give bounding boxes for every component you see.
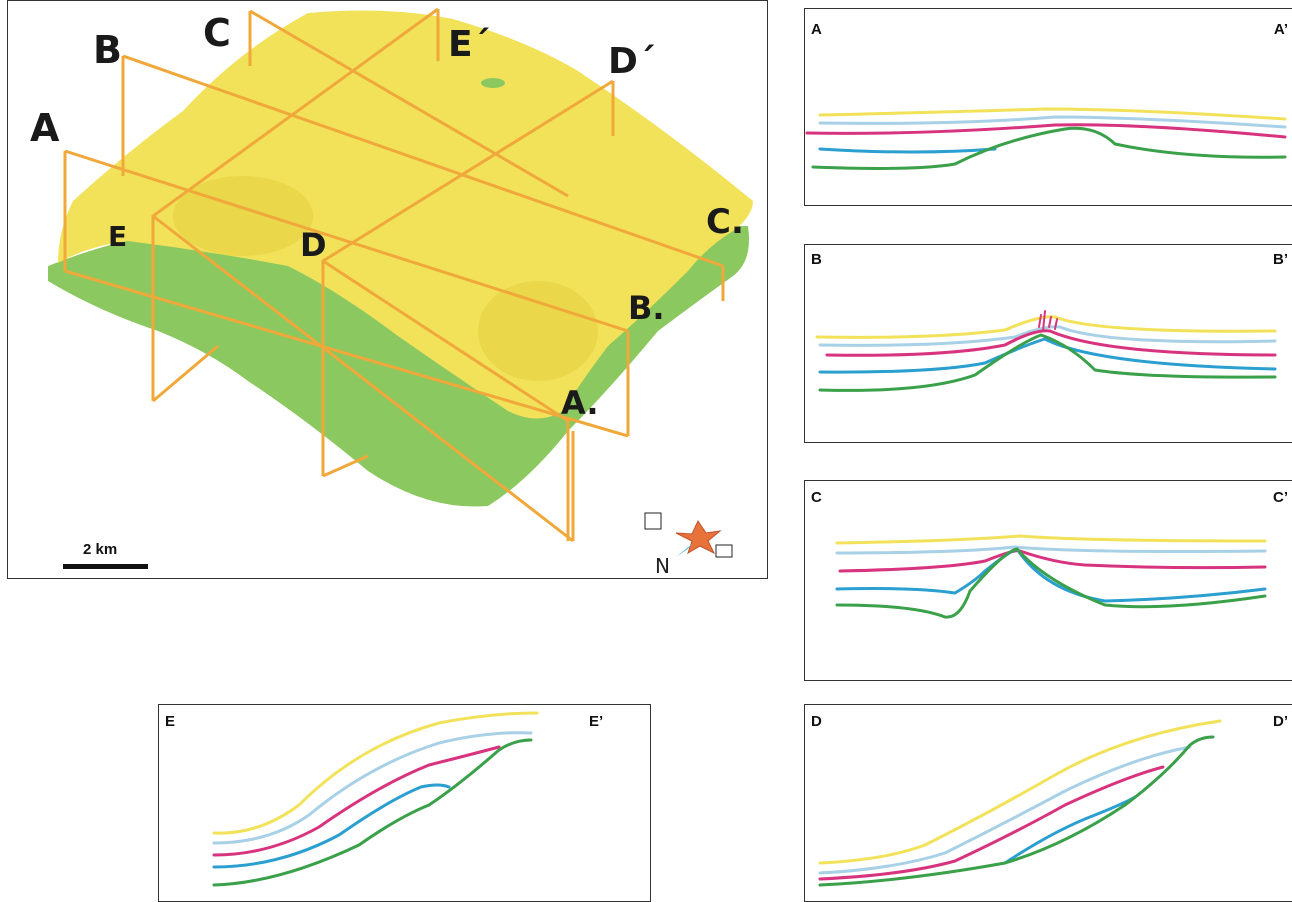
section-b-line (121, 54, 725, 301)
horizon-yellow (818, 719, 1222, 865)
map-label-c: C (203, 11, 231, 55)
section-d-line (321, 79, 615, 541)
horizon-light-blue (212, 731, 533, 845)
section-b-panel: B B’ (804, 244, 1292, 443)
fault-marks (1038, 310, 1058, 332)
horizon-green (212, 738, 533, 887)
scale-bar (63, 564, 148, 569)
horizon-light-blue (835, 545, 1267, 555)
map-label-d: D (300, 226, 327, 264)
compass-icon (644, 512, 733, 558)
horizon-blue (835, 547, 1267, 603)
horizon-magenta (825, 329, 1277, 357)
map-label-e-end: E´ (448, 24, 491, 65)
section-lines (63, 7, 725, 543)
horizon-green (811, 126, 1287, 170)
map-panel: A B C E´ D´ E D C. B. A. 2 km N (7, 0, 768, 579)
map-3d-view: A B C E´ D´ E D C. B. A. (30, 7, 753, 569)
section-a-horizons (805, 107, 1287, 170)
horizon-blue (1003, 795, 1137, 865)
map-label-d-end: D´ (608, 41, 656, 82)
surface-shade (478, 281, 598, 381)
section-a-line (63, 149, 630, 438)
section-a-right-label: A’ (1273, 21, 1288, 38)
horizon-yellow (815, 315, 1277, 339)
section-c-left-label: C (811, 489, 822, 506)
horizon-light-blue (818, 745, 1192, 875)
horizon-green (835, 547, 1267, 619)
map-label-c-end: C. (706, 202, 744, 242)
section-d-left-label: D (811, 713, 822, 730)
map-label-b-end: B. (628, 289, 665, 327)
section-a-left-label: A (811, 21, 822, 38)
horizon-blue (818, 337, 1277, 374)
map-label-e: E (108, 220, 127, 253)
horizon-light-blue (818, 115, 1287, 129)
section-b-left-label: B (811, 251, 822, 268)
horizon-magenta (818, 765, 1165, 881)
section-e-panel: E E’ (158, 704, 651, 902)
section-d-right-label: D’ (1273, 713, 1288, 730)
horizon-magenta (212, 745, 501, 857)
horizon-blue (818, 147, 997, 154)
section-b-horizons (815, 310, 1277, 392)
scale-bar-label: 2 km (83, 541, 118, 558)
map-label-a: A (30, 106, 60, 150)
section-c-panel: C C’ (804, 480, 1292, 681)
section-e-left-label: E (165, 713, 176, 730)
north-label: N (655, 554, 670, 578)
horizon-yellow (212, 711, 539, 835)
horizon-magenta (805, 123, 1287, 139)
section-d-panel: D D’ (804, 704, 1292, 902)
section-e-line (151, 7, 575, 543)
horizon-yellow (818, 107, 1287, 121)
map-label-b: B (93, 28, 122, 72)
section-d-horizons (818, 719, 1222, 887)
section-c-right-label: C’ (1273, 489, 1288, 506)
horizon-green (818, 735, 1215, 887)
section-e-right-label: E’ (589, 713, 604, 730)
map-label-a-end: A. (561, 384, 599, 422)
section-c-horizons (835, 534, 1267, 619)
section-a-panel: A A’ (804, 8, 1292, 206)
section-e-horizons (212, 711, 539, 887)
horizon-yellow (835, 534, 1267, 545)
horizon-blue (212, 783, 451, 869)
section-b-right-label: B’ (1273, 251, 1288, 268)
section-c-line (248, 9, 569, 198)
green-patch (481, 78, 505, 88)
horizon-green (818, 333, 1277, 392)
